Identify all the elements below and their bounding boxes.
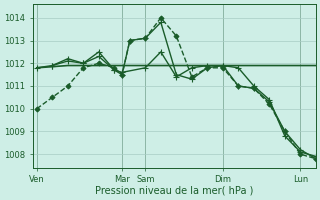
X-axis label: Pression niveau de la mer( hPa ): Pression niveau de la mer( hPa ) [95, 186, 253, 196]
